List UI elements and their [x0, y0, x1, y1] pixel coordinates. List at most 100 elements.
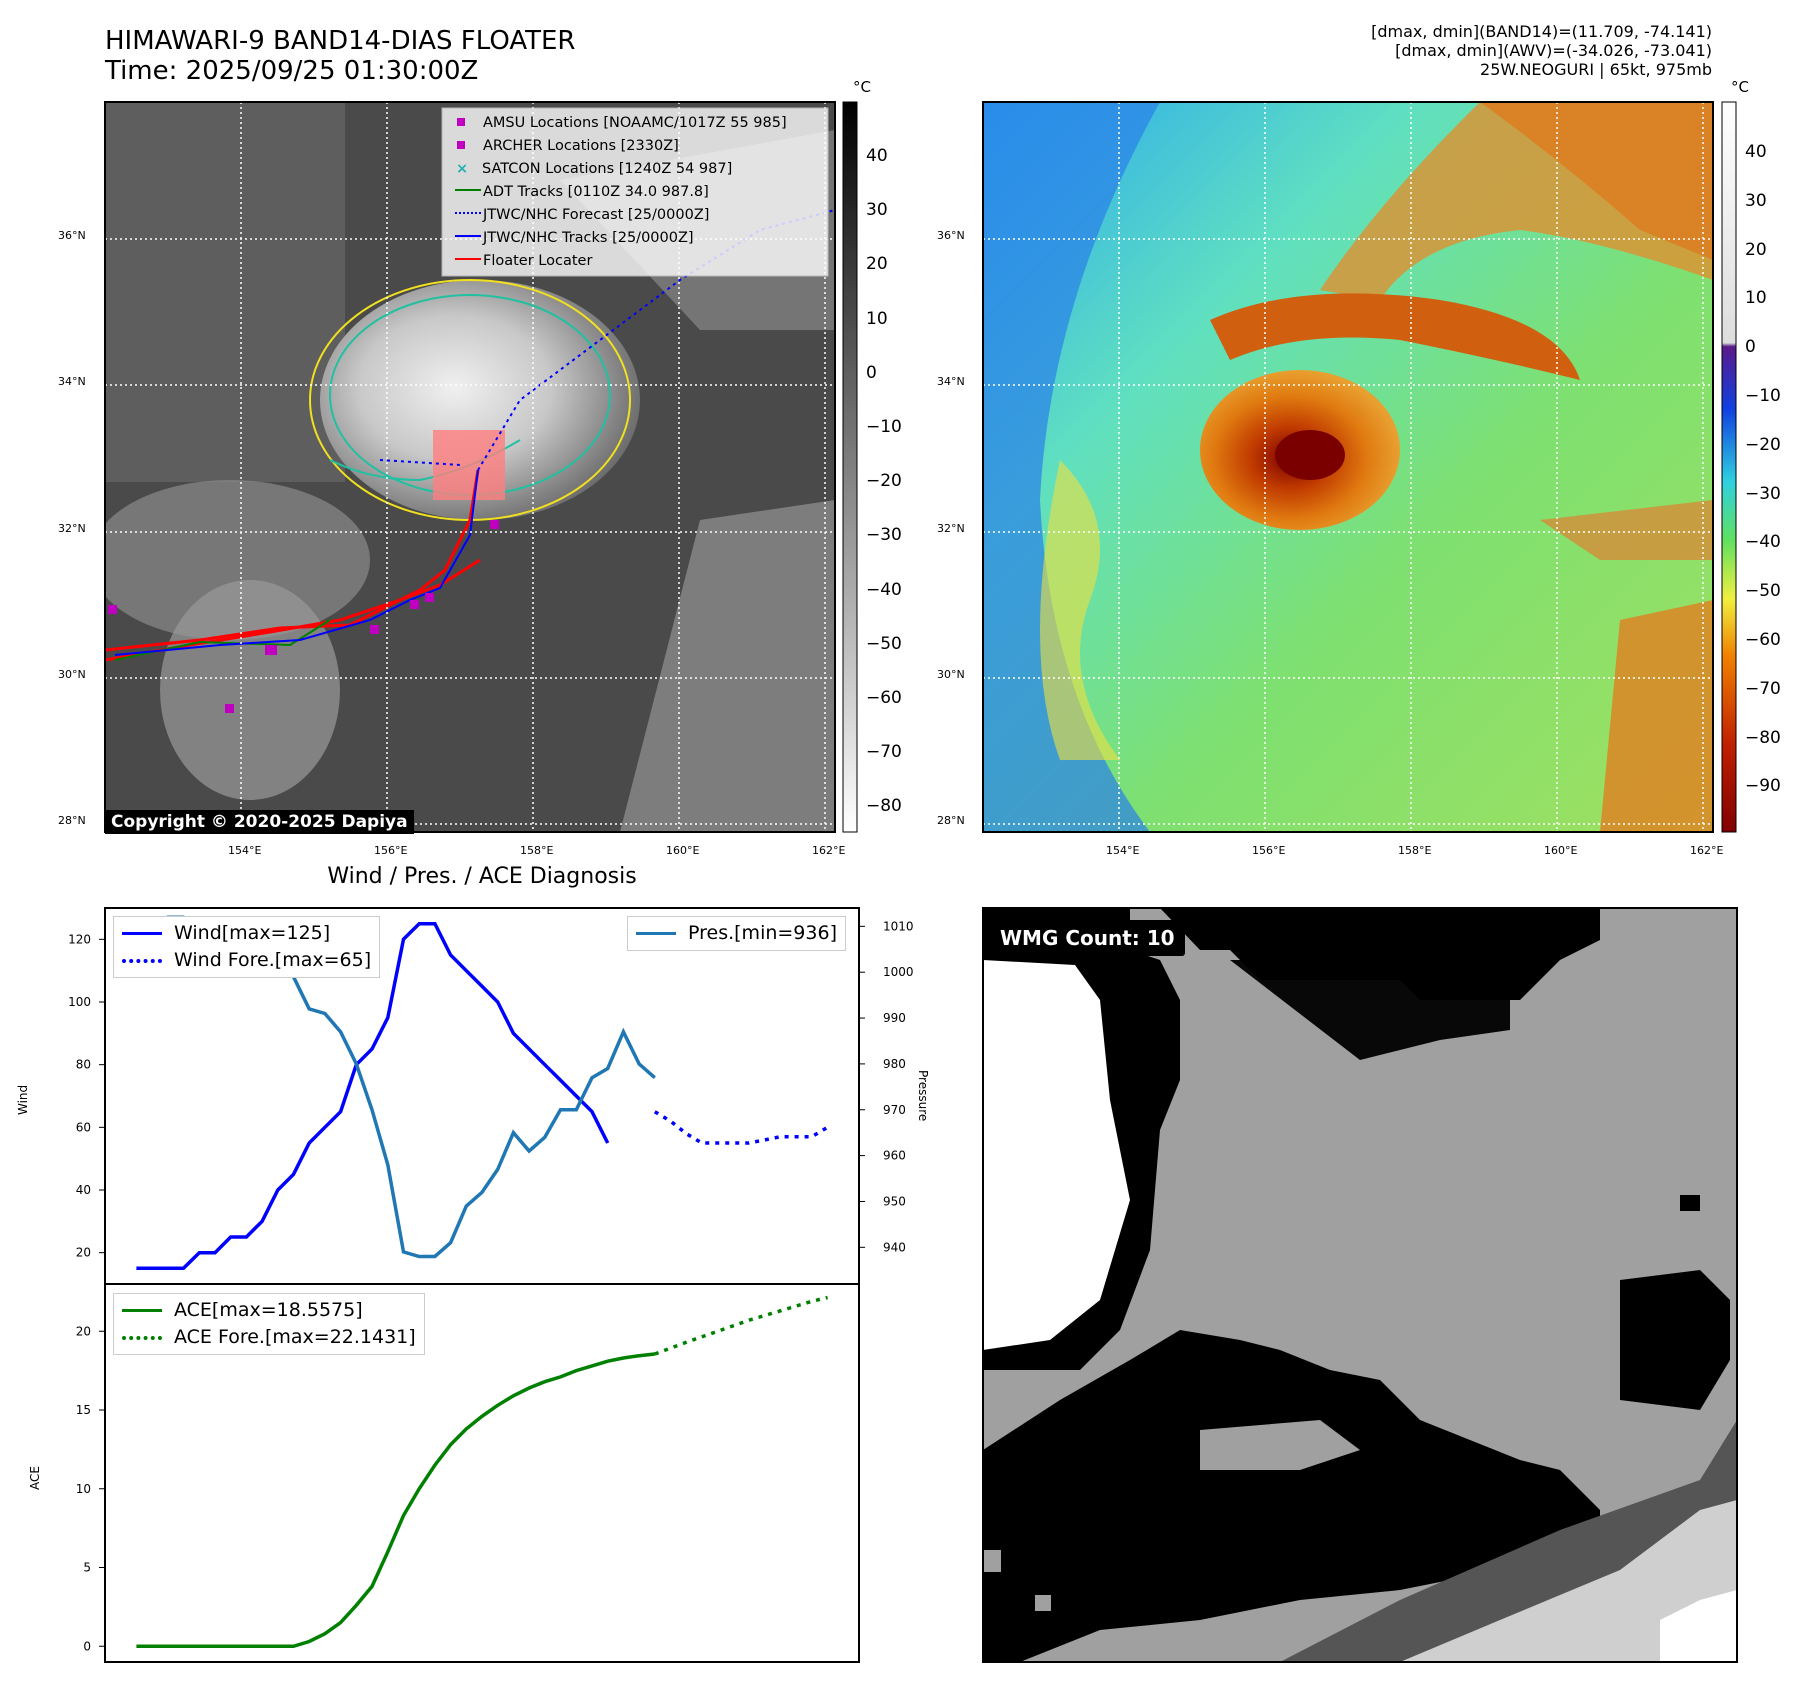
colorbar-tick: −10 [866, 417, 902, 437]
ace-legend: ACE[max=18.5575] ACE Fore.[max=22.1431] [113, 1293, 425, 1355]
y2-tick-label: 960 [883, 1149, 906, 1163]
y2-tick-label: 940 [883, 1240, 906, 1254]
y-tick-label: 15 [76, 1403, 91, 1417]
y2-tick-label: 980 [883, 1057, 906, 1071]
lon-label: 160°E [1544, 844, 1578, 857]
colorbar-tick: −40 [866, 579, 902, 600]
y2-tick-label: 950 [883, 1194, 906, 1208]
ir-legend-entries: AMSU Locations [NOAAMC/1017Z 55 985] ARC… [455, 112, 787, 273]
y-tick-label: 100 [68, 995, 91, 1009]
lon-label: 158°E [1398, 844, 1432, 857]
legend-jtwc-forecast: JTWC/NHC Forecast [25/0000Z] [455, 204, 787, 227]
wind-pres-chart: 20 40 60 80 100 120 940 950 960 970 980 990 1000 1010 [68, 915, 914, 1271]
ir-colorbar-unit: °C [853, 78, 871, 96]
y2-tick-label: 1010 [883, 919, 914, 933]
colorbar-tick: 20 [1745, 239, 1767, 260]
lat-label: 28°N [58, 814, 86, 827]
lat-label: 34°N [937, 375, 965, 388]
ir-lon-labels: 154°E 156°E 158°E 160°E 162°E [0, 844, 900, 858]
lat-label: 30°N [58, 668, 86, 681]
colorbar-tick: 30 [866, 200, 888, 221]
colorbar-tick: −30 [1745, 483, 1781, 504]
y2-tick-label: 970 [883, 1103, 906, 1117]
legend-satcon: × SATCON Locations [1240Z 54 987] [456, 161, 733, 177]
legend-wind-forecast: Wind Fore.[max=65] [122, 947, 371, 974]
lon-label: 162°E [812, 844, 846, 857]
legend-archer: ARCHER Locations [2330Z] [455, 135, 787, 158]
lat-label: 36°N [937, 229, 965, 242]
lon-label: 158°E [520, 844, 554, 857]
title-satellite: HIMAWARI-9 BAND14-DIAS FLOATER [105, 26, 576, 56]
ir-colorbar [842, 101, 858, 833]
info-block: [dmax, dmin](BAND14)=(11.709, -74.141) [… [1371, 22, 1712, 79]
y-tick-label: 5 [83, 1561, 91, 1575]
lon-label: 154°E [1106, 844, 1140, 857]
legend-jtwc-tracks: JTWC/NHC Tracks [25/0000Z] [455, 227, 787, 250]
floater-box [433, 430, 505, 500]
ace-ylabel: ACE [28, 1466, 42, 1490]
colorbar-tick: 20 [866, 254, 888, 275]
legend-amsu: AMSU Locations [NOAAMC/1017Z 55 985] [455, 112, 787, 135]
lon-label: 162°E [1690, 844, 1724, 857]
colorbar-tick: −20 [1745, 434, 1781, 455]
ir-legend [441, 107, 829, 277]
lon-label: 156°E [374, 844, 408, 857]
wv-colorbar-unit: °C [1731, 78, 1749, 96]
ace-chart: 0 5 10 15 20 [76, 1295, 829, 1653]
y-tick-label: 20 [76, 1246, 91, 1260]
colorbar-tick: 40 [866, 146, 888, 166]
lon-label: 160°E [666, 844, 700, 857]
pressure-legend: Pres.[min=936] [627, 916, 846, 951]
wmg-count-badge: WMG Count: 10 [990, 920, 1185, 956]
y2-tick-label: 990 [883, 1011, 906, 1025]
colorbar-tick: −90 [1745, 776, 1781, 797]
lat-label: 36°N [58, 229, 86, 242]
colorbar-tick: −40 [1745, 532, 1781, 553]
colorbar-tick: 10 [1745, 288, 1767, 309]
colorbar-tick: 0 [1745, 337, 1756, 358]
info-awv: [dmax, dmin](AWV)=(-34.026, -73.041) [1395, 41, 1712, 60]
colorbar-tick: −60 [1745, 630, 1781, 650]
colorbar-tick: −50 [866, 633, 902, 654]
wv-frame [982, 101, 1714, 833]
legend-adt: ADT Tracks [0110Z 34.0 987.8] [455, 181, 787, 204]
y-tick-label: 40 [76, 1183, 91, 1197]
colorbar-tick: −10 [1745, 386, 1781, 406]
wmg-image [983, 908, 1737, 1662]
wv-lon-labels: 154°E 156°E 158°E 160°E 162°E [878, 844, 1778, 858]
lon-label: 154°E [228, 844, 262, 857]
colorbar-tick: −50 [1745, 581, 1781, 602]
title-time: Time: 2025/09/25 01:30:00Z [105, 56, 479, 86]
colorbar-tick: 0 [866, 362, 877, 383]
y-tick-label: 80 [76, 1058, 91, 1072]
colorbar-tick: −60 [866, 688, 902, 708]
colorbar-tick: 10 [866, 308, 888, 329]
lon-label: 156°E [1252, 844, 1286, 857]
colorbar-tick: −30 [866, 525, 902, 546]
y2-tick-label: 1000 [883, 965, 914, 979]
lat-label: 30°N [937, 668, 965, 681]
pressure-ylabel: Pressure [916, 1070, 930, 1122]
info-storm: 25W.NEOGURI | 65kt, 975mb [1480, 60, 1712, 79]
colorbar-tick: −20 [866, 471, 902, 492]
y-tick-label: 0 [83, 1639, 91, 1653]
wind-ylabel: Wind [16, 1084, 30, 1115]
info-band14: [dmax, dmin](BAND14)=(11.709, -74.141) [1371, 22, 1712, 41]
y-tick-label: 120 [68, 932, 91, 946]
lat-label: 32°N [58, 522, 86, 535]
lat-label: 28°N [937, 814, 965, 827]
colorbar-tick: 40 [1745, 142, 1767, 162]
lat-label: 32°N [937, 522, 965, 535]
legend-floater: Floater Locater [455, 250, 787, 273]
lat-label: 34°N [58, 375, 86, 388]
legend-wind: Wind[max=125] [122, 920, 371, 947]
colorbar-tick: −80 [866, 796, 902, 817]
y-tick-label: 60 [76, 1120, 91, 1134]
legend-pressure: Pres.[min=936] [636, 920, 837, 947]
y-tick-label: 20 [76, 1324, 91, 1338]
diagnosis-title: Wind / Pres. / ACE Diagnosis [327, 864, 637, 889]
series-line-0 [136, 921, 610, 1271]
series-line-1 [654, 1295, 829, 1356]
wmg-frame [982, 907, 1738, 1663]
